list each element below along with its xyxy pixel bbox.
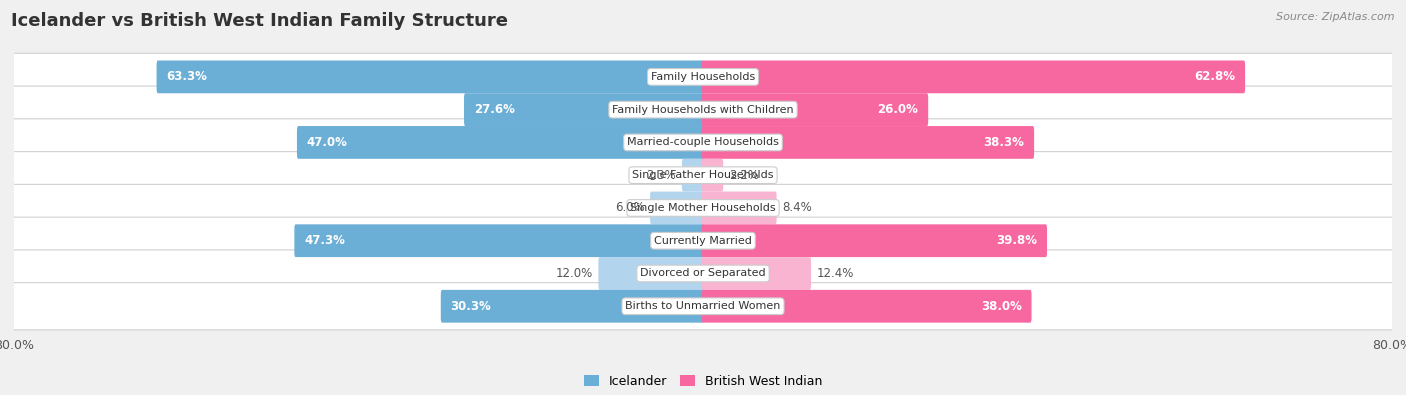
Text: Single Father Households: Single Father Households (633, 170, 773, 180)
Text: 8.4%: 8.4% (782, 201, 813, 214)
FancyBboxPatch shape (464, 93, 704, 126)
Text: Family Households with Children: Family Households with Children (612, 105, 794, 115)
FancyBboxPatch shape (650, 192, 704, 224)
FancyBboxPatch shape (702, 60, 1246, 93)
Text: 2.2%: 2.2% (728, 169, 759, 182)
FancyBboxPatch shape (11, 217, 1395, 264)
FancyBboxPatch shape (702, 159, 723, 192)
Text: Family Households: Family Households (651, 72, 755, 82)
FancyBboxPatch shape (702, 126, 1035, 159)
FancyBboxPatch shape (11, 53, 1395, 100)
Text: 26.0%: 26.0% (877, 103, 918, 116)
FancyBboxPatch shape (702, 192, 776, 224)
FancyBboxPatch shape (11, 152, 1395, 199)
Text: Single Mother Households: Single Mother Households (630, 203, 776, 213)
Text: Married-couple Households: Married-couple Households (627, 137, 779, 147)
FancyBboxPatch shape (11, 184, 1395, 231)
Text: Source: ZipAtlas.com: Source: ZipAtlas.com (1277, 12, 1395, 22)
FancyBboxPatch shape (294, 224, 704, 257)
Text: 38.0%: 38.0% (981, 300, 1022, 313)
FancyBboxPatch shape (599, 257, 704, 290)
Text: 47.3%: 47.3% (304, 234, 344, 247)
Text: 12.0%: 12.0% (555, 267, 593, 280)
FancyBboxPatch shape (11, 283, 1395, 330)
Text: 47.0%: 47.0% (307, 136, 347, 149)
FancyBboxPatch shape (11, 119, 1395, 166)
FancyBboxPatch shape (11, 86, 1395, 133)
FancyBboxPatch shape (11, 250, 1395, 297)
FancyBboxPatch shape (702, 257, 811, 290)
FancyBboxPatch shape (702, 93, 928, 126)
Text: 62.8%: 62.8% (1194, 70, 1236, 83)
Legend: Icelander, British West Indian: Icelander, British West Indian (579, 370, 827, 393)
Text: Births to Unmarried Women: Births to Unmarried Women (626, 301, 780, 311)
FancyBboxPatch shape (440, 290, 704, 323)
Text: 12.4%: 12.4% (817, 267, 853, 280)
FancyBboxPatch shape (702, 224, 1047, 257)
Text: 38.3%: 38.3% (983, 136, 1024, 149)
Text: 63.3%: 63.3% (166, 70, 207, 83)
Text: 6.0%: 6.0% (614, 201, 644, 214)
Text: Divorced or Separated: Divorced or Separated (640, 269, 766, 278)
Text: 2.3%: 2.3% (647, 169, 676, 182)
Text: Icelander vs British West Indian Family Structure: Icelander vs British West Indian Family … (11, 12, 508, 30)
FancyBboxPatch shape (156, 60, 704, 93)
FancyBboxPatch shape (682, 159, 704, 192)
FancyBboxPatch shape (702, 290, 1032, 323)
Text: 30.3%: 30.3% (451, 300, 492, 313)
Text: Currently Married: Currently Married (654, 236, 752, 246)
Text: 39.8%: 39.8% (995, 234, 1038, 247)
Text: 27.6%: 27.6% (474, 103, 515, 116)
FancyBboxPatch shape (297, 126, 704, 159)
